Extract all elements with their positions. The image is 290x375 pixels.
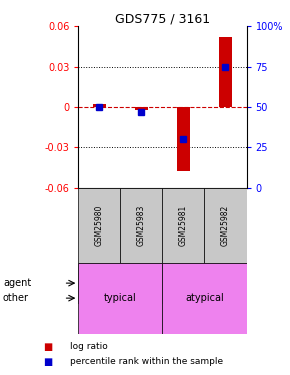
Text: thioridazin
e: thioridazin e	[123, 277, 160, 290]
Text: log ratio: log ratio	[70, 342, 107, 351]
Bar	[135, 107, 148, 109]
Bar	[120, 262, 162, 304]
Text: typical: typical	[104, 293, 137, 303]
Bar	[120, 188, 162, 262]
Text: ■: ■	[44, 357, 53, 367]
Text: ■: ■	[44, 342, 53, 352]
Text: olanzap
ine: olanzap ine	[170, 277, 197, 290]
Text: atypical: atypical	[185, 293, 224, 303]
Bar	[78, 262, 120, 304]
Text: other: other	[3, 293, 29, 303]
Text: agent: agent	[3, 278, 31, 288]
Text: GSM25980: GSM25980	[95, 204, 104, 246]
Bar	[204, 188, 246, 262]
Bar	[78, 188, 120, 262]
Title: GDS775 / 3161: GDS775 / 3161	[115, 12, 210, 25]
Text: GSM25983: GSM25983	[137, 204, 146, 246]
Text: chlorprom
azine: chlorprom azine	[81, 277, 117, 290]
Bar	[162, 188, 204, 262]
Bar	[93, 104, 106, 107]
Bar	[204, 262, 246, 304]
Bar	[78, 262, 162, 334]
Text: GSM25982: GSM25982	[221, 204, 230, 246]
Text: quetiapi
ne: quetiapi ne	[211, 277, 240, 290]
Bar	[219, 37, 232, 107]
Text: percentile rank within the sample: percentile rank within the sample	[70, 357, 223, 366]
Text: GSM25981: GSM25981	[179, 204, 188, 246]
Bar	[162, 262, 246, 334]
Bar	[177, 107, 190, 171]
Bar	[162, 262, 204, 304]
